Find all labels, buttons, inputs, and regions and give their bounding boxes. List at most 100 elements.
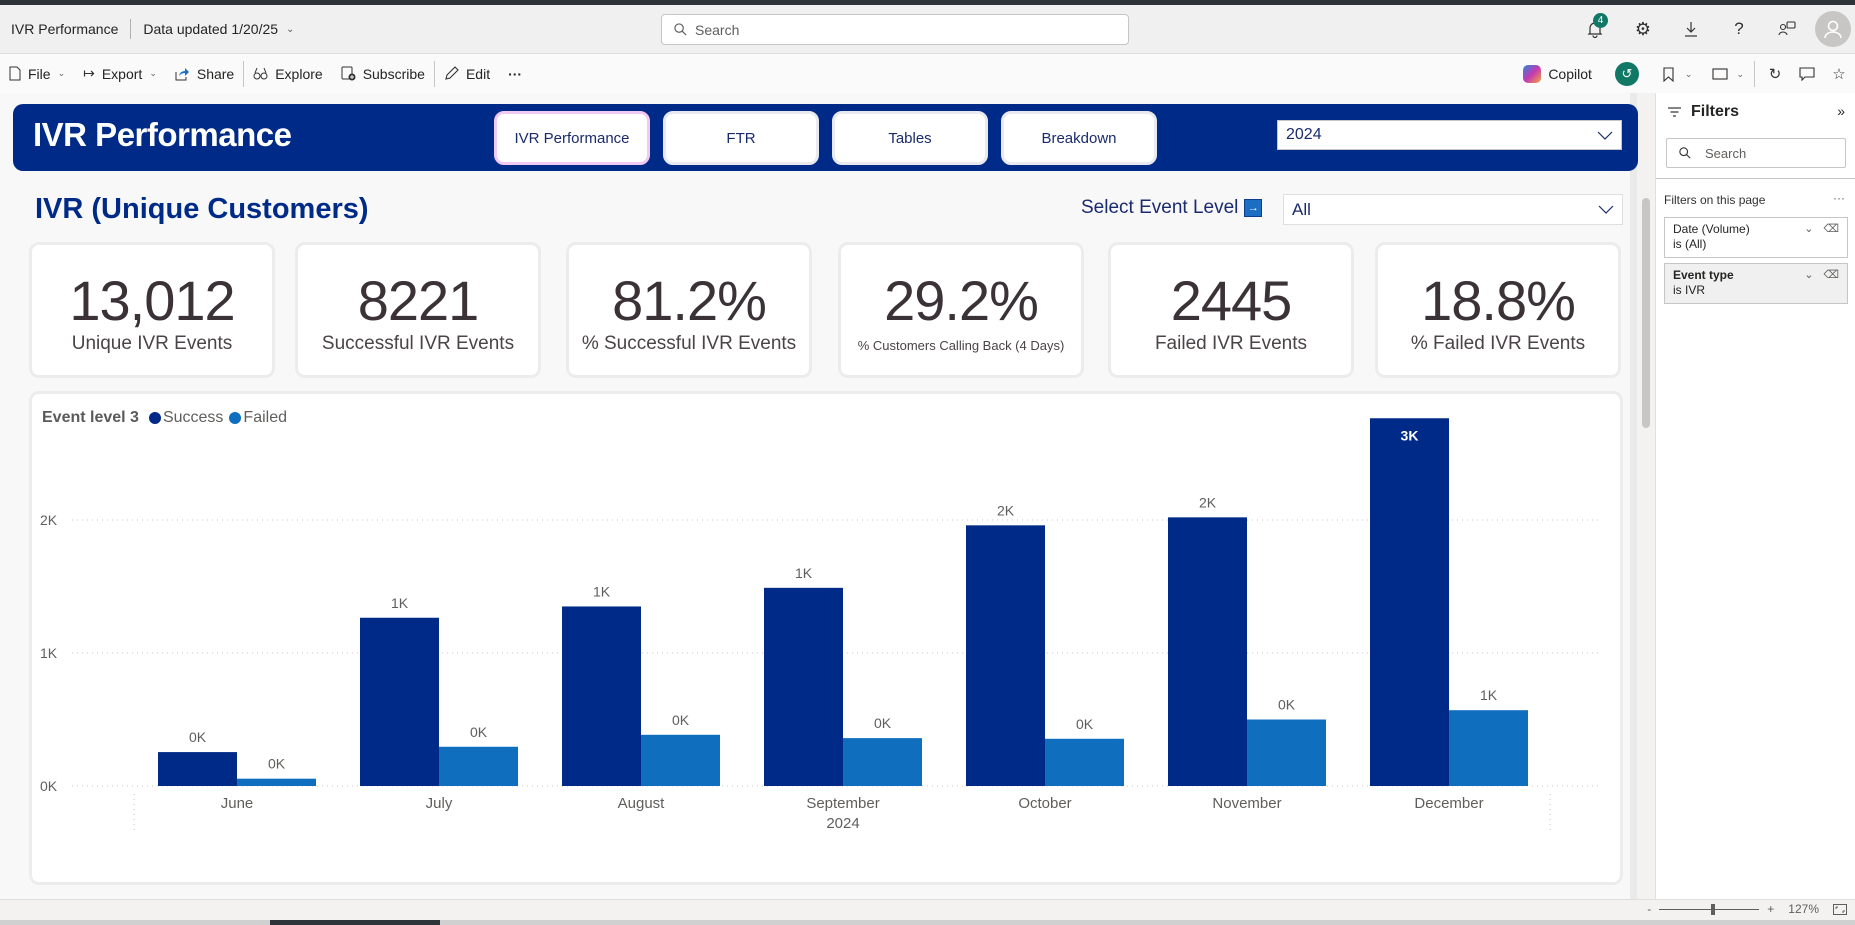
x-tick-label: December	[1414, 795, 1483, 812]
chevron-down-icon[interactable]: ⌄	[1804, 269, 1814, 281]
nav-tables[interactable]: Tables	[832, 111, 988, 165]
filter-name: Date (Volume)	[1673, 222, 1750, 236]
filter-value: is IVR	[1673, 283, 1706, 297]
filters-search-input[interactable]: Search	[1666, 138, 1846, 168]
kpi-value: 81.2%	[612, 269, 767, 332]
bar-success	[966, 525, 1045, 786]
report-vertical-scrollbar[interactable]	[1642, 198, 1650, 428]
favorite-button[interactable]: ☆	[1823, 54, 1855, 94]
zoom-in-button[interactable]: +	[1767, 902, 1775, 916]
bar-failed	[1247, 719, 1326, 786]
document-icon	[9, 66, 21, 81]
more-options-button[interactable]: ···	[499, 54, 531, 93]
data-label: 0K	[672, 712, 690, 728]
nav-ftr[interactable]: FTR	[663, 111, 819, 165]
bar-success	[360, 617, 439, 786]
filter-card-date[interactable]: Date (Volume) is (All) ⌄ ⌫	[1664, 217, 1848, 258]
x-axis-year-label: 2024	[826, 815, 859, 832]
explore-button[interactable]: Explore	[244, 54, 331, 93]
share-icon	[175, 67, 189, 80]
reset-button[interactable]: ↺	[1614, 62, 1639, 86]
event-level-label: Select Event Level →	[1081, 197, 1263, 219]
export-menu-button[interactable]: ↦ Export ⌄	[74, 54, 166, 93]
bar-success	[562, 606, 641, 786]
toolbar-right: Copilot ↺ ⌄ ⌄ ↻ ☆	[1514, 54, 1855, 94]
event-level-value: All	[1292, 199, 1311, 219]
export-label: Export	[101, 65, 143, 82]
nav-ivr-performance[interactable]: IVR Performance	[494, 111, 650, 165]
share-button[interactable]: Share	[166, 54, 243, 93]
divider	[1656, 178, 1855, 179]
window-top-strip	[0, 0, 1855, 5]
bookmark-button[interactable]	[1653, 54, 1685, 94]
comment-icon	[1799, 66, 1815, 81]
search-icon	[674, 23, 687, 36]
global-search-input[interactable]: Search	[661, 14, 1129, 45]
x-tick-label: September	[806, 795, 879, 812]
feedback-button[interactable]	[1763, 5, 1811, 53]
data-label: 0K	[1076, 716, 1094, 732]
kpi-value: 13,012	[69, 269, 235, 332]
event-level-dropdown[interactable]: All	[1283, 194, 1623, 225]
kpi-label: Unique IVR Events	[71, 333, 233, 354]
header-actions: 4 ⚙ ?	[1571, 5, 1855, 53]
filters-search-placeholder: Search	[1705, 145, 1747, 161]
settings-button[interactable]: ⚙	[1619, 5, 1667, 53]
eraser-icon[interactable]: ⌫	[1823, 223, 1839, 235]
chevron-down-icon[interactable]: ⌄	[1736, 68, 1744, 79]
y-tick-label: 0K	[40, 778, 58, 794]
zoom-out-button[interactable]: -	[1647, 902, 1652, 916]
undo-icon: ↺	[1621, 66, 1633, 81]
chart-legend: Event level 3 Success Failed	[42, 409, 293, 427]
pencil-icon	[445, 66, 459, 80]
chevron-down-icon: ⌄	[286, 23, 295, 35]
chevron-down-icon[interactable]: ⌄	[1804, 223, 1814, 235]
help-button[interactable]: ?	[1715, 5, 1763, 53]
ellipsis-icon: ···	[508, 65, 523, 82]
view-button[interactable]	[1704, 54, 1736, 94]
year-dropdown[interactable]: 2024	[1277, 120, 1622, 150]
fit-to-page-icon[interactable]	[1833, 903, 1847, 915]
data-label: 2K	[997, 502, 1015, 518]
download-icon	[1685, 22, 1697, 37]
notifications-button[interactable]: 4	[1571, 5, 1619, 53]
bar-success	[1168, 517, 1247, 786]
download-button[interactable]	[1667, 5, 1715, 53]
report-title: IVR Performance	[11, 21, 119, 37]
chevron-down-icon[interactable]: ⌄	[1684, 68, 1693, 79]
filter-card-event-type[interactable]: Event type is IVR ⌄ ⌫	[1664, 263, 1848, 304]
zoom-slider-thumb[interactable]	[1711, 903, 1716, 915]
bar-failed	[1449, 710, 1528, 786]
report-canvas: IVR Performance IVR Performance FTR Tabl…	[0, 93, 1650, 899]
file-menu-button[interactable]: File ⌄	[0, 54, 74, 93]
more-options-icon[interactable]: ···	[1833, 191, 1845, 205]
zoom-slider[interactable]	[1659, 903, 1760, 915]
chart-title: Event level 3	[42, 409, 139, 426]
comment-button[interactable]	[1791, 54, 1823, 94]
filters-title: Filters	[1691, 103, 1740, 120]
refresh-button[interactable]: ↻	[1759, 54, 1791, 94]
data-label: 1K	[795, 565, 813, 581]
copilot-button[interactable]: Copilot	[1514, 54, 1601, 94]
subscribe-button[interactable]: Subscribe	[332, 54, 434, 93]
notification-badge: 4	[1593, 13, 1608, 28]
x-tick-label: October	[1018, 795, 1071, 812]
collapse-filters-icon[interactable]: »	[1837, 103, 1845, 119]
user-avatar[interactable]	[1815, 11, 1851, 47]
legend-item-failed[interactable]: Failed	[229, 409, 287, 427]
file-label: File	[28, 65, 51, 82]
eraser-icon[interactable]: ⌫	[1823, 269, 1839, 281]
kpi-card-successful-events: 8221 Successful IVR Events	[295, 242, 541, 378]
data-label: 1K	[391, 595, 409, 611]
nav-breakdown[interactable]: Breakdown	[1001, 111, 1157, 165]
arrow-right-icon: →	[1244, 199, 1263, 217]
data-label: 0K	[268, 756, 286, 772]
legend-item-success[interactable]: Success	[148, 409, 223, 427]
data-label: 2K	[1199, 494, 1217, 510]
kpi-value: 2445	[1170, 269, 1293, 332]
filter-value: is (All)	[1673, 237, 1707, 251]
data-updated-dropdown[interactable]: Data updated 1/20/25 ⌄	[143, 21, 294, 37]
taskbar-active-segment	[270, 920, 440, 925]
edit-button[interactable]: Edit	[435, 54, 499, 93]
toolbar-divider	[1754, 61, 1755, 87]
